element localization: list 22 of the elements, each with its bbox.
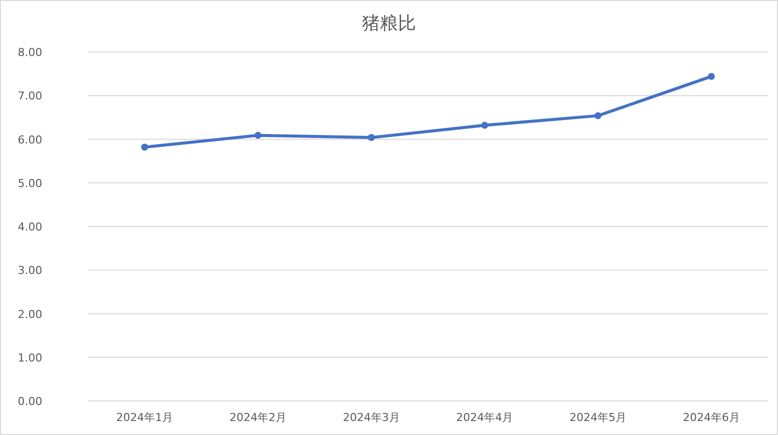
y-tick-label: 4.00 (18, 220, 42, 234)
point (481, 122, 488, 129)
point (708, 72, 715, 80)
chart-title: 猪粮比 (362, 13, 416, 34)
y-tick-label: 1.00 (18, 351, 42, 364)
point (594, 112, 602, 120)
y-tick-label: 0.00 (18, 395, 42, 408)
y-tick-label: 3.00 (18, 264, 42, 278)
point (368, 134, 375, 142)
y-tick-label: 8.00 (18, 46, 42, 59)
point (141, 144, 148, 151)
y-tick-label: 2.00 (18, 308, 42, 321)
y-tick-label: 7.00 (18, 90, 42, 103)
x-tick-label: 2024年1月 (116, 411, 174, 424)
y-tick-label: 6.00 (18, 133, 42, 146)
x-tick-label: 2024年3月 (342, 411, 400, 424)
x-tick-label: 2024年4月 (456, 411, 514, 424)
x-tick-label: 2024年2月 (230, 411, 286, 424)
x-tick-label: 2024年5月 (570, 411, 626, 424)
y-tick-label: 5.00 (18, 176, 42, 190)
x-tick-label: 2024年6月 (682, 411, 740, 424)
point (254, 132, 262, 139)
